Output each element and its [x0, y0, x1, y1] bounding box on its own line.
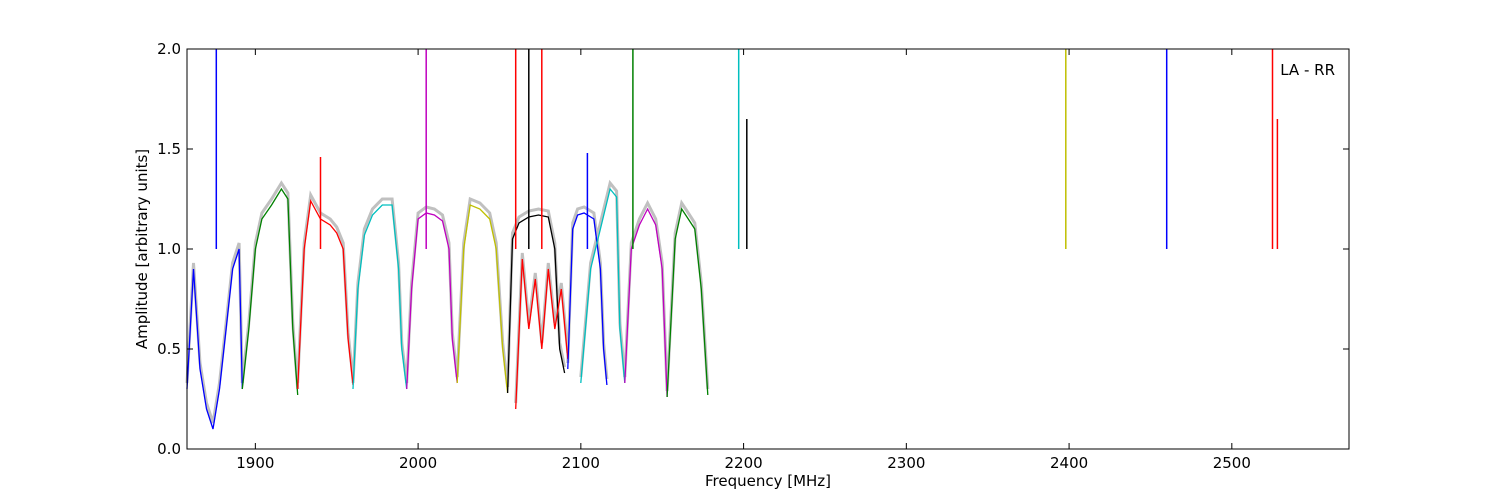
spike-layer — [215, 49, 1279, 249]
x-tick-label-4: 2300 — [887, 454, 925, 472]
annotation-label: LA - RR — [1280, 61, 1335, 79]
series-layer — [186, 187, 709, 430]
background-trace-4 — [405, 205, 459, 384]
series-line-1 — [241, 187, 299, 396]
series-line-3 — [352, 204, 408, 390]
background-trace-10 — [623, 199, 669, 392]
background-trace-1 — [240, 180, 300, 390]
y-axis-label: Amplitude [arbitrary units] — [133, 149, 151, 349]
x-tick-label-5: 2400 — [1050, 454, 1088, 472]
gray-background-trace-layer — [185, 179, 710, 424]
series-line-9 — [580, 187, 626, 384]
x-tick-label-6: 2500 — [1213, 454, 1251, 472]
y-tick-label-2: 1.0 — [157, 240, 181, 258]
y-tick-label-0: 0.0 — [157, 440, 181, 458]
series-line-10 — [624, 207, 668, 398]
y-tick-label-1: 0.5 — [157, 340, 181, 358]
series-line-8 — [567, 212, 608, 386]
series-line-7 — [515, 258, 569, 410]
x-tick-label-1: 2000 — [399, 454, 437, 472]
background-trace-5 — [455, 196, 510, 388]
x-axis-label: Frequency [MHz] — [705, 472, 831, 490]
y-tick-label-3: 1.5 — [157, 140, 181, 158]
series-line-4 — [406, 212, 458, 390]
y-axis: 0.0 0.5 1.0 1.5 2.0 — [157, 40, 1349, 458]
series-line-5 — [456, 204, 509, 394]
x-tick-label-3: 2200 — [724, 454, 762, 472]
x-tick-label-2: 2100 — [562, 454, 600, 472]
series-line-6 — [506, 214, 566, 394]
x-tick-label-0: 1900 — [236, 454, 274, 472]
series-line-2 — [297, 198, 354, 390]
series-line-0 — [186, 248, 243, 430]
background-trace-0 — [185, 242, 244, 424]
background-trace-2 — [296, 190, 355, 384]
series-line-11 — [666, 207, 709, 398]
x-axis: 1900 2000 2100 2200 2300 2400 2500 — [236, 49, 1251, 472]
background-trace-3 — [351, 197, 409, 384]
y-tick-label-4: 2.0 — [157, 40, 181, 58]
